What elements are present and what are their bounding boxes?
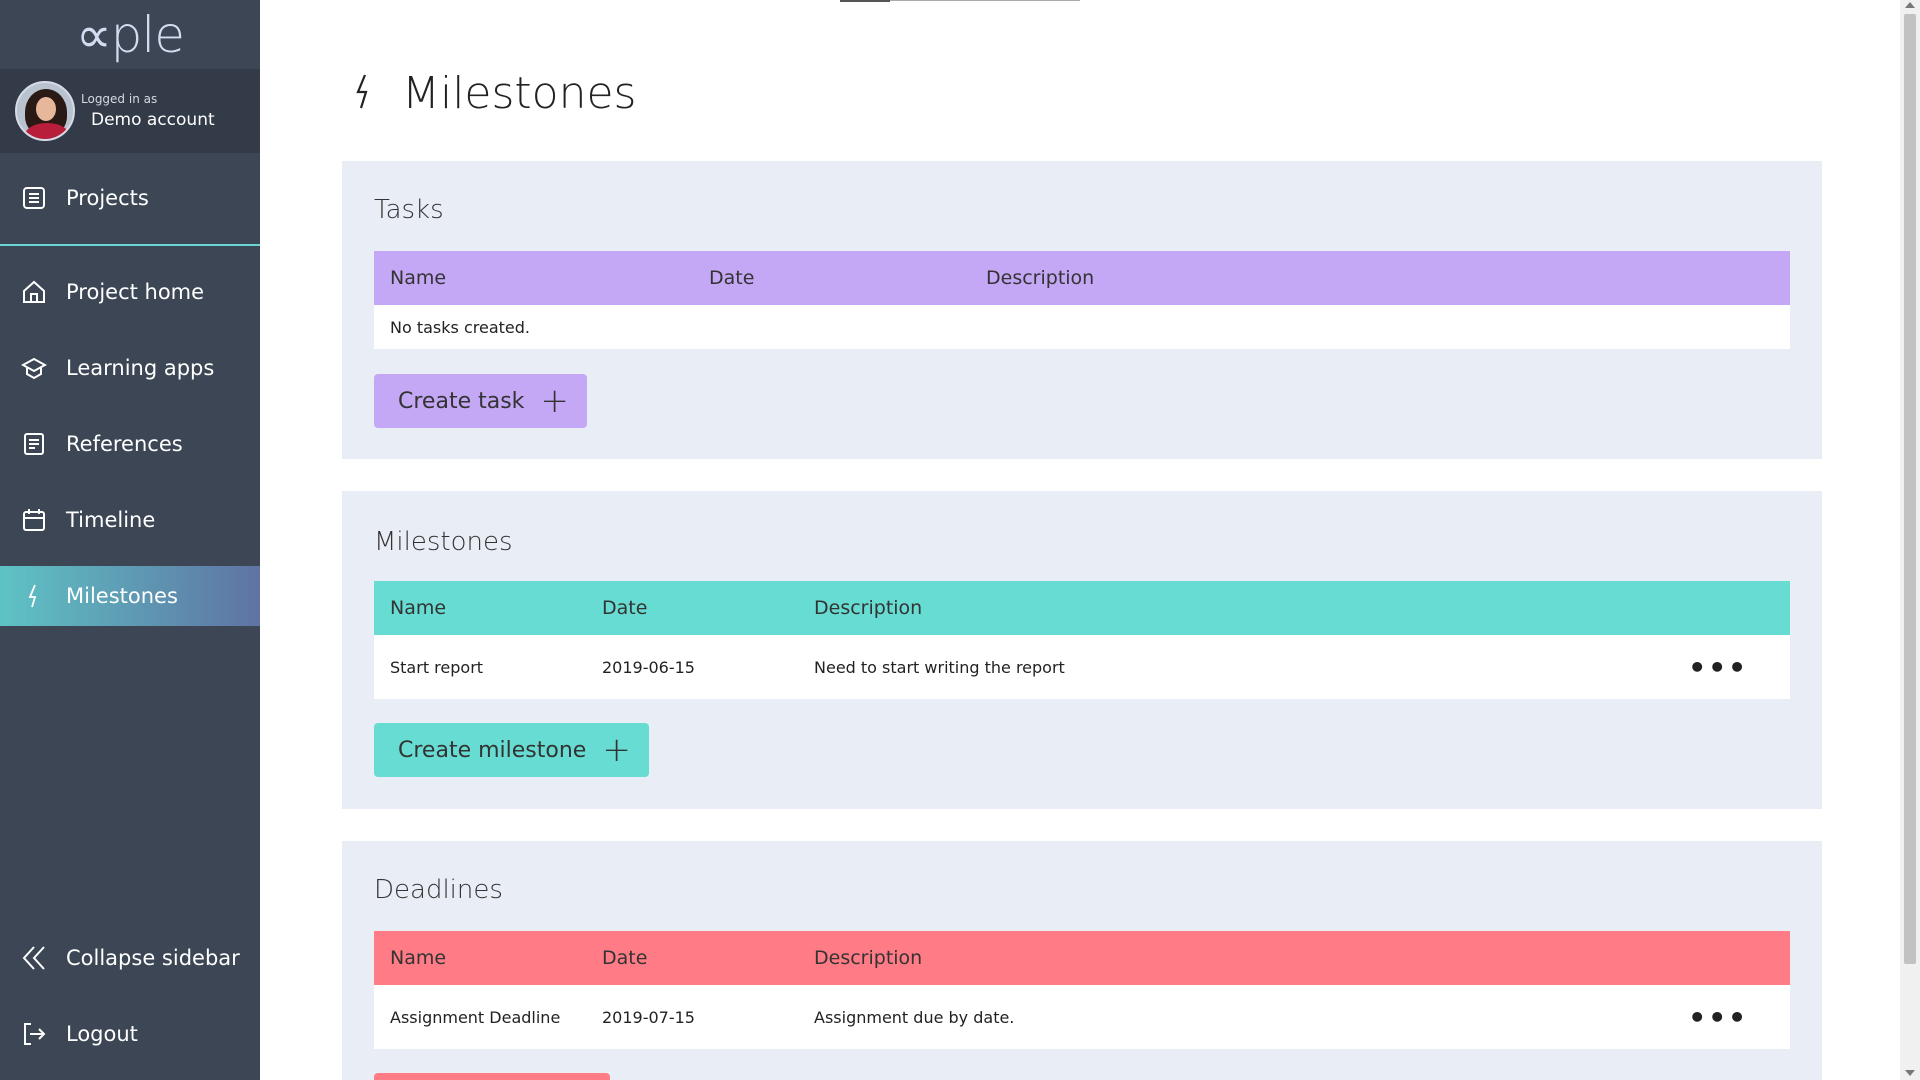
table-row: No tasks created.	[374, 305, 1790, 349]
create-milestone-button[interactable]: Create milestone +	[374, 723, 649, 777]
lightning-icon	[20, 582, 48, 610]
column-header-description: Description	[814, 947, 923, 969]
more-options-icon[interactable]: •••	[1688, 650, 1748, 684]
plus-icon: +	[602, 730, 631, 770]
top-indicator-track	[890, 0, 1080, 1]
column-header-date: Date	[602, 947, 648, 969]
logged-in-label: Logged in as	[81, 92, 158, 106]
row-name: Assignment Deadline	[390, 1007, 561, 1027]
logo-text: ∝ple	[75, 5, 185, 64]
page-title-text: Milestones	[402, 68, 637, 119]
sidebar-item-label: Project home	[66, 280, 205, 304]
collapse-sidebar-button[interactable]: Collapse sidebar	[0, 928, 260, 988]
calendar-icon	[20, 506, 48, 534]
sidebar-item-references[interactable]: References	[0, 414, 260, 474]
column-header-date: Date	[602, 597, 648, 619]
home-icon	[20, 278, 48, 306]
page-title: Milestones	[350, 68, 636, 119]
button-label: Create task	[398, 388, 525, 414]
main-content: Milestones Tasks Name Date Description N…	[260, 0, 1900, 1080]
avatar	[15, 81, 75, 141]
deadlines-heading: Deadlines	[374, 875, 503, 905]
row-date: 2019-07-15	[602, 1007, 695, 1027]
scroll-up-arrow-icon[interactable]	[1905, 2, 1915, 8]
create-task-button[interactable]: Create task +	[374, 374, 587, 428]
button-label: Create milestone	[398, 737, 587, 763]
table-row[interactable]: Assignment Deadline 2019-07-15 Assignmen…	[374, 985, 1790, 1049]
row-description: Assignment due by date.	[814, 1007, 1015, 1027]
milestones-card: Milestones Name Date Description Start r…	[342, 491, 1822, 809]
column-header-description: Description	[814, 597, 923, 619]
sidebar-item-timeline[interactable]: Timeline	[0, 490, 260, 550]
tasks-table: Name Date Description No tasks created.	[374, 251, 1790, 349]
learning-apps-icon	[20, 354, 48, 382]
more-options-icon[interactable]: •••	[1688, 1000, 1748, 1034]
row-name: Start report	[390, 657, 484, 677]
sidebar-item-label: Timeline	[66, 508, 156, 532]
lightning-icon	[350, 72, 376, 116]
deadlines-table: Name Date Description Assignment Deadlin…	[374, 931, 1790, 1049]
sidebar-item-label: References	[66, 432, 183, 456]
deadlines-card: Deadlines Name Date Description Assignme…	[342, 841, 1822, 1080]
sidebar: ∝ple Logged in as Demo account Projects …	[0, 0, 260, 1080]
column-header-name: Name	[390, 267, 447, 289]
table-header: Name Date Description	[374, 581, 1790, 635]
sidebar-item-project-home[interactable]: Project home	[0, 262, 260, 322]
column-header-description: Description	[986, 267, 1095, 289]
table-header: Name Date Description	[374, 931, 1790, 985]
sidebar-item-label: Learning apps	[66, 356, 215, 380]
projects-icon	[20, 184, 48, 212]
empty-state-text: No tasks created.	[390, 317, 530, 337]
sidebar-item-learning-apps[interactable]: Learning apps	[0, 338, 260, 398]
logout-icon	[20, 1020, 48, 1048]
collapse-sidebar-label: Collapse sidebar	[66, 946, 240, 970]
sidebar-item-projects[interactable]: Projects	[0, 168, 260, 228]
sidebar-item-label: Milestones	[66, 584, 178, 608]
scroll-down-arrow-icon[interactable]	[1905, 1070, 1915, 1076]
references-icon	[20, 430, 48, 458]
scrollbar[interactable]	[1900, 0, 1920, 1080]
row-date: 2019-06-15	[602, 657, 695, 677]
logout-button[interactable]: Logout	[0, 1004, 260, 1064]
row-description: Need to start writing the report	[814, 657, 1065, 677]
top-indicator	[840, 0, 890, 2]
double-chevron-left-icon	[20, 944, 48, 972]
divider	[0, 244, 260, 246]
logout-label: Logout	[66, 1022, 138, 1046]
plus-icon: +	[540, 381, 569, 421]
scroll-thumb[interactable]	[1904, 14, 1916, 964]
create-deadline-button[interactable]	[374, 1073, 610, 1080]
app-logo[interactable]: ∝ple	[0, 0, 260, 69]
table-row[interactable]: Start report 2019-06-15 Need to start wr…	[374, 635, 1790, 699]
tasks-heading: Tasks	[374, 195, 444, 225]
sidebar-item-label: Projects	[66, 186, 149, 210]
milestones-heading: Milestones	[374, 527, 513, 557]
user-panel: Logged in as Demo account	[0, 69, 260, 153]
milestones-table: Name Date Description Start report 2019-…	[374, 581, 1790, 699]
sidebar-item-milestones[interactable]: Milestones	[0, 566, 260, 626]
column-header-name: Name	[390, 947, 447, 969]
table-header: Name Date Description	[374, 251, 1790, 305]
user-name: Demo account	[91, 110, 215, 130]
column-header-date: Date	[709, 267, 755, 289]
tasks-card: Tasks Name Date Description No tasks cre…	[342, 161, 1822, 459]
column-header-name: Name	[390, 597, 447, 619]
